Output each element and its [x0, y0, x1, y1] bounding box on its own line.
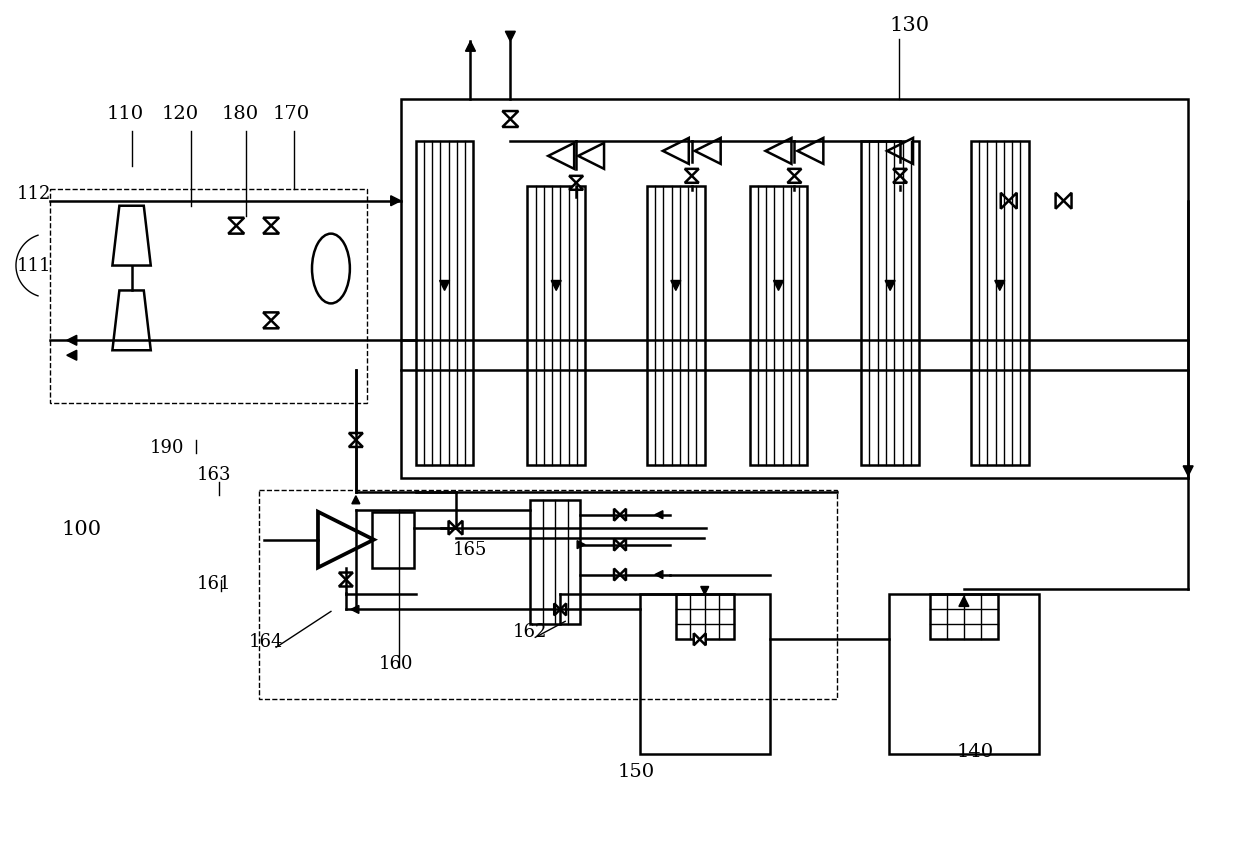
Polygon shape — [352, 495, 360, 504]
Polygon shape — [506, 31, 516, 41]
Polygon shape — [694, 138, 720, 164]
Polygon shape — [620, 509, 626, 520]
Text: 190: 190 — [150, 439, 184, 457]
Polygon shape — [893, 175, 908, 183]
Polygon shape — [959, 597, 968, 606]
Text: 111: 111 — [17, 256, 51, 274]
Polygon shape — [699, 633, 706, 645]
Polygon shape — [465, 41, 475, 52]
Polygon shape — [787, 169, 801, 175]
Bar — [971, 141, 1029, 465]
Polygon shape — [774, 280, 784, 291]
Bar — [372, 512, 414, 568]
Polygon shape — [263, 312, 279, 321]
Text: 162: 162 — [512, 624, 547, 642]
Bar — [531, 500, 580, 624]
Polygon shape — [391, 196, 401, 206]
Bar — [676, 594, 734, 639]
Polygon shape — [663, 138, 688, 164]
Text: 100: 100 — [62, 519, 102, 538]
Polygon shape — [614, 538, 620, 550]
Polygon shape — [885, 280, 895, 291]
Bar — [640, 594, 770, 754]
Text: 150: 150 — [618, 763, 655, 781]
Polygon shape — [440, 280, 450, 291]
Polygon shape — [887, 138, 913, 164]
Polygon shape — [787, 175, 801, 183]
Text: 140: 140 — [957, 743, 994, 761]
Polygon shape — [614, 509, 620, 520]
Bar — [259, 490, 837, 699]
Polygon shape — [502, 111, 518, 119]
Bar — [401, 99, 1188, 478]
Polygon shape — [994, 280, 1004, 291]
Bar — [930, 594, 997, 639]
Polygon shape — [1064, 193, 1071, 209]
Polygon shape — [263, 321, 279, 329]
Text: 165: 165 — [453, 541, 487, 559]
Polygon shape — [655, 511, 663, 519]
Polygon shape — [620, 538, 626, 550]
Text: 120: 120 — [161, 105, 198, 123]
Polygon shape — [578, 143, 604, 169]
Polygon shape — [67, 350, 77, 360]
Polygon shape — [317, 512, 373, 568]
Polygon shape — [339, 573, 353, 580]
Polygon shape — [569, 183, 583, 190]
Text: 180: 180 — [221, 105, 258, 123]
Polygon shape — [1009, 193, 1017, 209]
Text: 170: 170 — [273, 105, 310, 123]
Polygon shape — [671, 280, 681, 291]
Polygon shape — [228, 225, 244, 234]
Text: 112: 112 — [17, 185, 51, 203]
Polygon shape — [1183, 466, 1193, 476]
Polygon shape — [1001, 193, 1009, 209]
Polygon shape — [263, 218, 279, 225]
Polygon shape — [449, 520, 455, 535]
Polygon shape — [693, 633, 699, 645]
Polygon shape — [502, 119, 518, 127]
Polygon shape — [455, 520, 463, 535]
Bar — [415, 141, 474, 465]
Polygon shape — [552, 280, 562, 291]
Polygon shape — [797, 138, 823, 164]
Text: 130: 130 — [889, 16, 929, 35]
Polygon shape — [351, 605, 358, 613]
Polygon shape — [620, 568, 626, 580]
Polygon shape — [765, 138, 791, 164]
Bar — [862, 141, 919, 465]
Text: 164: 164 — [249, 633, 284, 651]
Text: 110: 110 — [107, 105, 144, 123]
Polygon shape — [684, 175, 699, 183]
Polygon shape — [893, 169, 908, 175]
Polygon shape — [569, 175, 583, 183]
Polygon shape — [560, 604, 567, 616]
Polygon shape — [554, 604, 560, 616]
Polygon shape — [577, 541, 585, 549]
Polygon shape — [263, 225, 279, 234]
Polygon shape — [655, 570, 663, 579]
Polygon shape — [684, 169, 699, 175]
Polygon shape — [113, 206, 151, 266]
Text: 161: 161 — [196, 575, 231, 593]
Bar — [50, 189, 367, 403]
Bar — [527, 186, 585, 465]
Polygon shape — [614, 568, 620, 580]
Polygon shape — [348, 440, 363, 447]
Polygon shape — [1055, 193, 1064, 209]
Polygon shape — [348, 433, 363, 440]
Text: 163: 163 — [196, 466, 231, 484]
Polygon shape — [548, 143, 574, 169]
Bar — [750, 186, 807, 465]
Polygon shape — [228, 218, 244, 225]
Text: 160: 160 — [378, 655, 413, 673]
Bar — [647, 186, 704, 465]
Polygon shape — [339, 580, 353, 587]
Polygon shape — [701, 587, 709, 594]
Polygon shape — [113, 291, 151, 350]
Polygon shape — [67, 335, 77, 345]
Bar — [889, 594, 1039, 754]
